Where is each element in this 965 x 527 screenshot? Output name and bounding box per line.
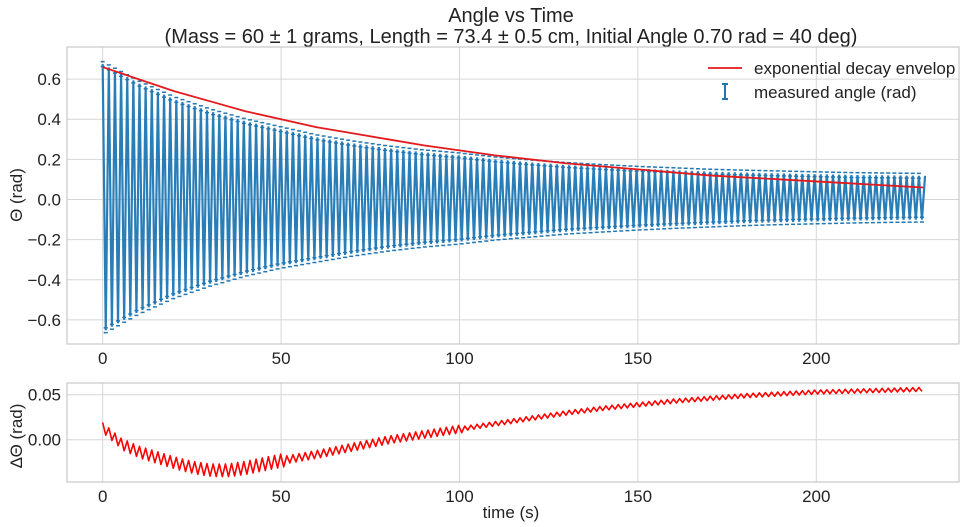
bottom-xtick-label: 0: [98, 487, 107, 506]
top-ytick-label: 0.6: [37, 70, 61, 89]
chart-title: Angle vs Time: [448, 5, 574, 27]
legend: exponential decay envelop measured angle…: [708, 59, 955, 102]
bottom-xtick-label: 100: [445, 487, 473, 506]
top-xtick-label: 150: [624, 349, 652, 368]
top-ytick-label: −0.2: [27, 231, 61, 250]
bottom-ytick-label: 0.00: [28, 431, 61, 450]
top-ytick-label: 0.0: [37, 191, 61, 210]
legend-errorbar-swatch: [722, 83, 728, 100]
bottom-axes-frame: [66, 382, 960, 483]
bottom-xtick-label: 50: [272, 487, 291, 506]
top-ylabel: Θ (rad): [7, 168, 26, 222]
bottom-grid: [67, 383, 959, 482]
legend-label-measured: measured angle (rad): [754, 83, 917, 102]
exponential-decay-line: [102, 66, 924, 189]
top-xtick-label: 50: [272, 349, 291, 368]
bottom-data-layer: [101, 386, 923, 478]
top-axes-frame: [66, 46, 960, 345]
top-ytick-label: 0.4: [37, 110, 61, 129]
bottom-tick-labels: 0 50 100 150 200 0.00 0.05: [28, 386, 831, 506]
top-tick-labels: 0 50 100 150 200 −0.6 −0.4 −0.2 0.0 0.2 0.4 0.6: [27, 70, 830, 368]
measured-angle-series: [101, 64, 927, 331]
top-data-layer: [100, 60, 927, 334]
top-panel: 0 50 100 150 200 −0.6 −0.4 −0.2 0.0 0.2 0.4 0.6 Θ (…: [7, 46, 960, 368]
top-ytick-label: 0.2: [37, 150, 61, 169]
chart-subtitle: (Mass = 60 ± 1 grams, Length = 73.4 ± 0.…: [165, 26, 858, 48]
bottom-panel: 0 50 100 150 200 0.00 0.05 ΔΘ (rad) time (s): [7, 382, 960, 522]
bottom-ylabel: ΔΘ (rad): [7, 404, 26, 469]
top-xtick-label: 0: [98, 349, 107, 368]
residual-series-line: [101, 386, 923, 478]
top-xtick-label: 100: [445, 349, 473, 368]
bottom-ytick-label: 0.05: [28, 386, 61, 405]
bottom-xtick-label: 150: [624, 487, 652, 506]
bottom-xlabel: time (s): [483, 503, 540, 522]
legend-label-envelope: exponential decay envelop: [754, 59, 955, 78]
top-xtick-label: 200: [802, 349, 830, 368]
bottom-xtick-label: 200: [802, 487, 830, 506]
top-ytick-label: −0.4: [27, 271, 61, 290]
top-ytick-label: −0.6: [27, 311, 61, 330]
